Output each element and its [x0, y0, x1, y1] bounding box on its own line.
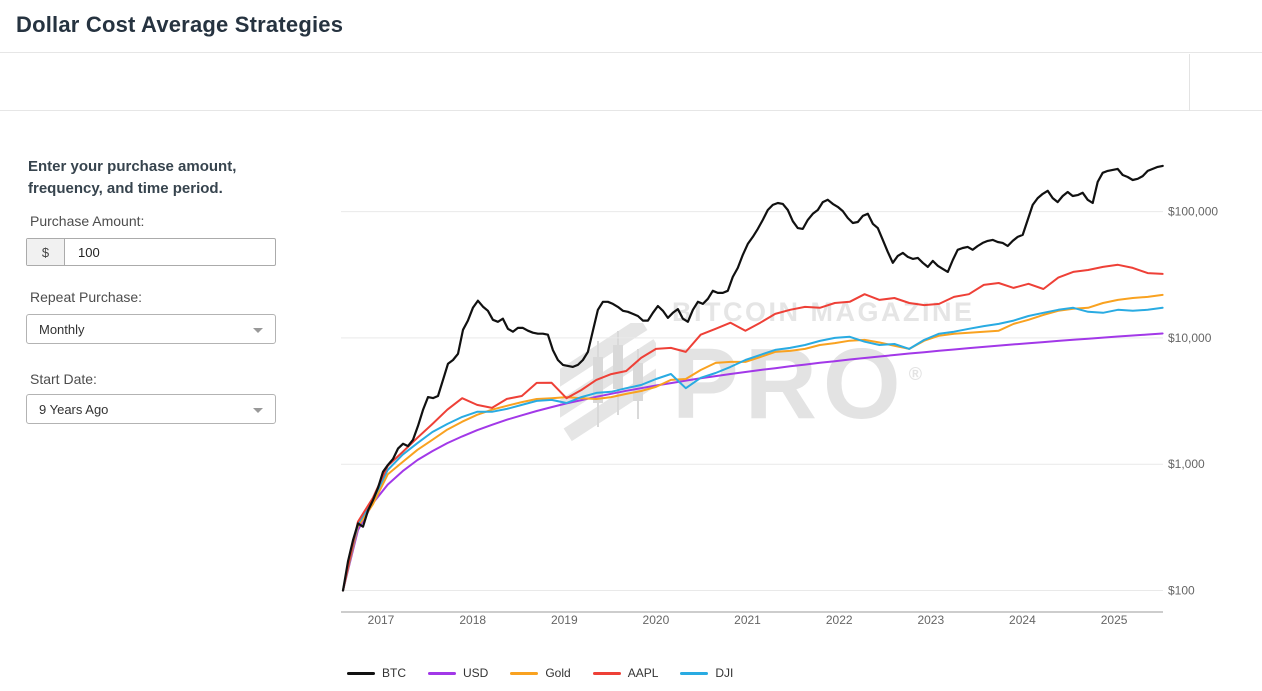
purchase-amount-input[interactable] [65, 239, 275, 265]
legend-item-Gold[interactable]: Gold [510, 666, 571, 680]
chart-legend: BTC USD Gold AAPL DJI [347, 666, 733, 680]
legend-item-BTC[interactable]: BTC [347, 666, 406, 680]
y-tick-label: $10,000 [1168, 331, 1212, 345]
legend-label: DJI [715, 666, 734, 680]
legend-label: AAPL [627, 666, 659, 680]
chart-area: BITCOIN MAGAZINE PRO ® $100 $1,000 $10,000 $… [330, 145, 1262, 691]
legend-swatch-icon [510, 671, 539, 675]
chart-svg[interactable]: $100 $1,000 $10,000 $100,000 2017 2018 2019 202… [330, 145, 1262, 645]
legend-swatch-icon [347, 671, 375, 675]
x-tick-label: 2022 [826, 613, 853, 627]
start-date-value: 9 Years Ago [39, 401, 109, 417]
x-tick-label: 2025 [1101, 613, 1128, 627]
legend-swatch-icon [592, 671, 621, 675]
legend-item-DJI[interactable]: DJI [680, 666, 733, 680]
repeat-purchase-select[interactable]: Monthly [26, 314, 276, 344]
x-tick-label: 2020 [643, 613, 670, 627]
x-tick-label: 2017 [368, 613, 395, 627]
legend-swatch-icon [680, 671, 709, 675]
purchase-amount-group: $ [26, 238, 276, 266]
purchase-amount-label: Purchase Amount: [30, 213, 145, 229]
x-tick-label: 2023 [917, 613, 944, 627]
legend-item-USD[interactable]: USD [428, 666, 488, 680]
x-tick-label: 2024 [1009, 613, 1036, 627]
start-date-label: Start Date: [30, 371, 97, 387]
x-tick-label: 2018 [459, 613, 486, 627]
series-line-DJI [342, 306, 1164, 592]
x-tick-label: 2019 [551, 613, 578, 627]
legend-item-AAPL[interactable]: AAPL [592, 666, 659, 680]
legend-label: USD [463, 666, 489, 680]
y-tick-label: $100,000 [1168, 205, 1218, 219]
y-tick-label: $1,000 [1168, 457, 1205, 471]
page-title: Dollar Cost Average Strategies [16, 12, 344, 37]
form-intro-text: Enter your purchase amount, frequency, a… [28, 158, 237, 197]
repeat-purchase-label: Repeat Purchase: [30, 289, 143, 305]
legend-swatch-icon [428, 671, 456, 675]
chevron-down-icon [253, 328, 263, 333]
chevron-down-icon [253, 408, 263, 413]
legend-label: Gold [545, 666, 571, 680]
toolbar [0, 54, 1262, 111]
legend-label: BTC [382, 666, 406, 680]
x-tick-label: 2021 [734, 613, 761, 627]
y-tick-label: $100 [1168, 584, 1195, 598]
repeat-purchase-value: Monthly [39, 321, 85, 337]
currency-prefix: $ [27, 239, 65, 265]
series-line-AAPL [342, 263, 1164, 592]
toolbar-divider [1189, 54, 1190, 111]
page-header: Dollar Cost Average Strategies [0, 0, 1262, 53]
series-line-USD [342, 332, 1164, 592]
series-line-Gold [342, 293, 1164, 592]
series-line-BTC [341, 164, 1164, 592]
start-date-select[interactable]: 9 Years Ago [26, 394, 276, 424]
